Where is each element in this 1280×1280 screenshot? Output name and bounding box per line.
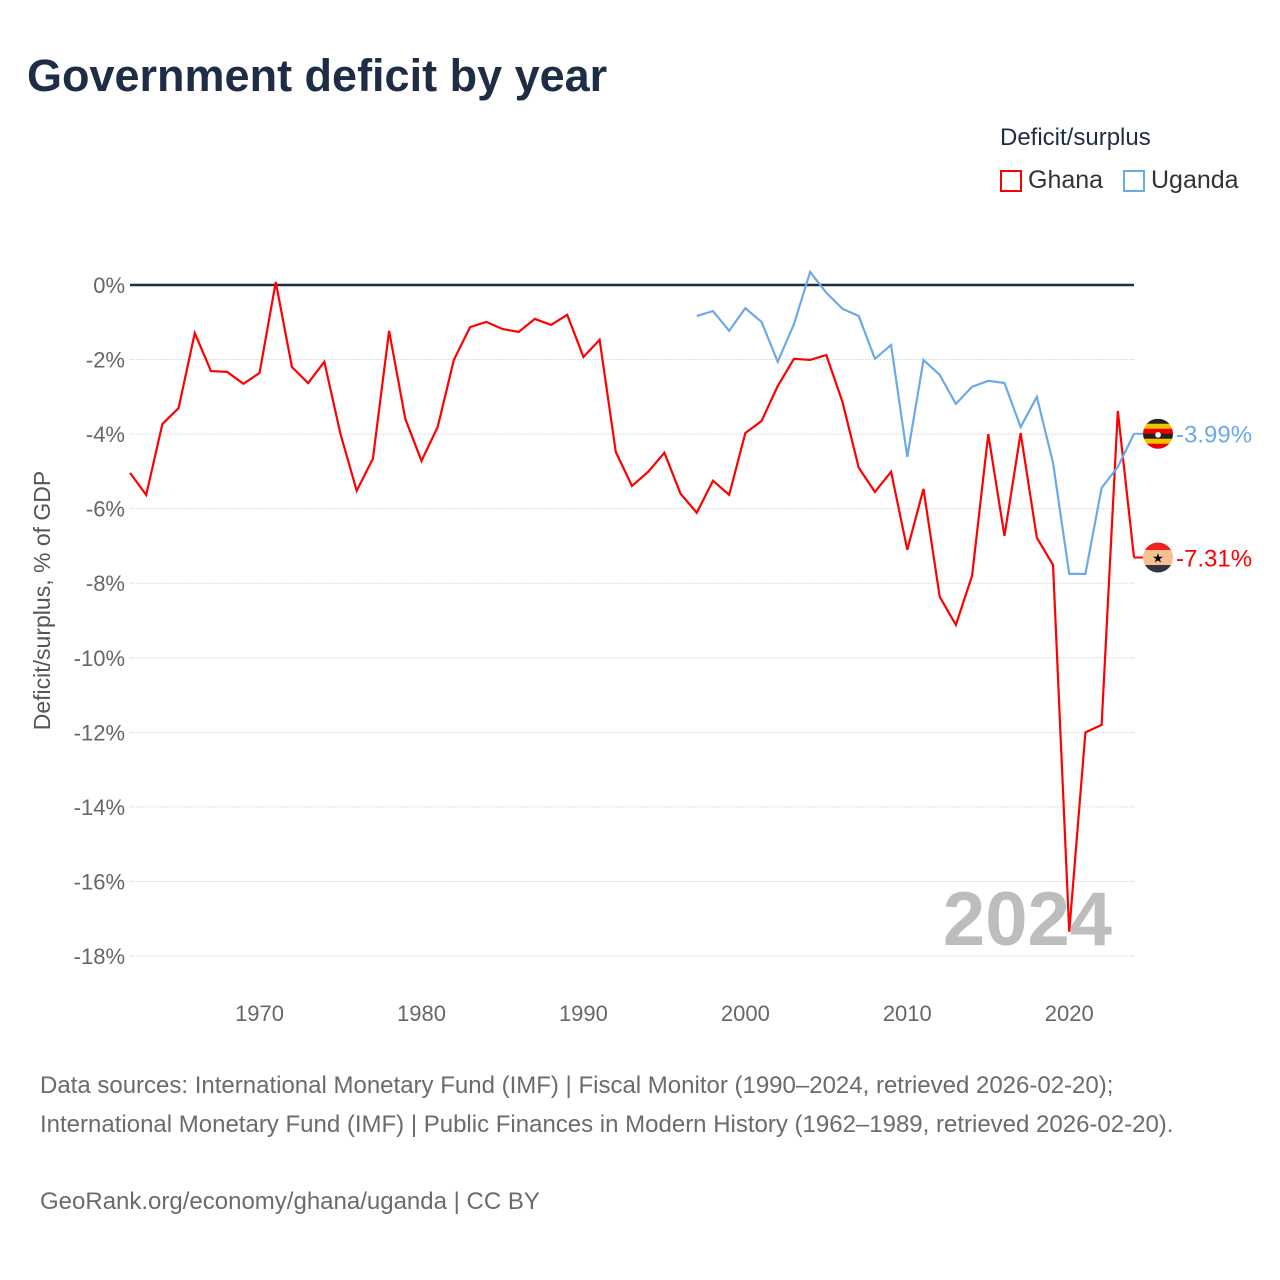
series-line-uganda <box>696 269 1135 576</box>
y-tick-label: -10% <box>74 646 125 671</box>
legend-item-uganda[interactable]: Uganda <box>1123 166 1239 195</box>
x-tick-label: 1990 <box>559 1001 608 1026</box>
svg-text:●: ● <box>1154 427 1162 442</box>
y-tick-label: -4% <box>86 422 125 447</box>
x-tick-label: 1980 <box>397 1001 446 1026</box>
year-watermark: 2024 <box>943 877 1112 962</box>
y-tick-label: -8% <box>86 571 125 596</box>
y-tick-label: -16% <box>74 869 125 894</box>
legend-swatch <box>1123 169 1145 192</box>
end-value-label: -3.99% <box>1176 422 1252 449</box>
y-axis-label: Deficit/surplus, % of GDP <box>29 471 55 730</box>
legend-swatch <box>1000 169 1022 192</box>
y-tick-label: -12% <box>74 720 125 745</box>
y-tick-label: -14% <box>74 795 125 820</box>
line-chart: 0% -2% -4% -6% -8% -10% -12% -14% -16% -18% 1970 19… <box>29 269 1252 1026</box>
end-value-label: -7.31% <box>1176 546 1252 573</box>
y-tick-label: -18% <box>74 944 125 969</box>
chart-title: Government deficit by year <box>27 50 608 101</box>
y-tick-label: 0% <box>93 273 125 298</box>
legend-item-ghana[interactable]: Ghana <box>1000 166 1103 195</box>
uganda-flag-icon: ● <box>1143 418 1173 449</box>
ghana-flag-icon: ★ <box>1143 542 1173 573</box>
series-line-ghana <box>129 281 1136 932</box>
legend-label: Uganda <box>1151 166 1239 194</box>
x-tick-label: 2020 <box>1045 1001 1094 1026</box>
svg-text:★: ★ <box>1152 551 1164 566</box>
data-sources: Data sources: International Monetary Fun… <box>40 1072 1174 1138</box>
y-tick-label: -6% <box>86 497 125 522</box>
x-tick-label: 1970 <box>235 1001 284 1026</box>
legend-label: Ghana <box>1028 166 1104 194</box>
credit-link[interactable]: GeoRank.org/economy/ghana/uganda | CC BY <box>40 1188 540 1215</box>
x-tick-label: 2010 <box>883 1001 932 1026</box>
x-tick-label: 2000 <box>721 1001 770 1026</box>
y-tick-label: -2% <box>86 348 125 373</box>
legend-title: Deficit/surplus <box>1000 124 1151 151</box>
